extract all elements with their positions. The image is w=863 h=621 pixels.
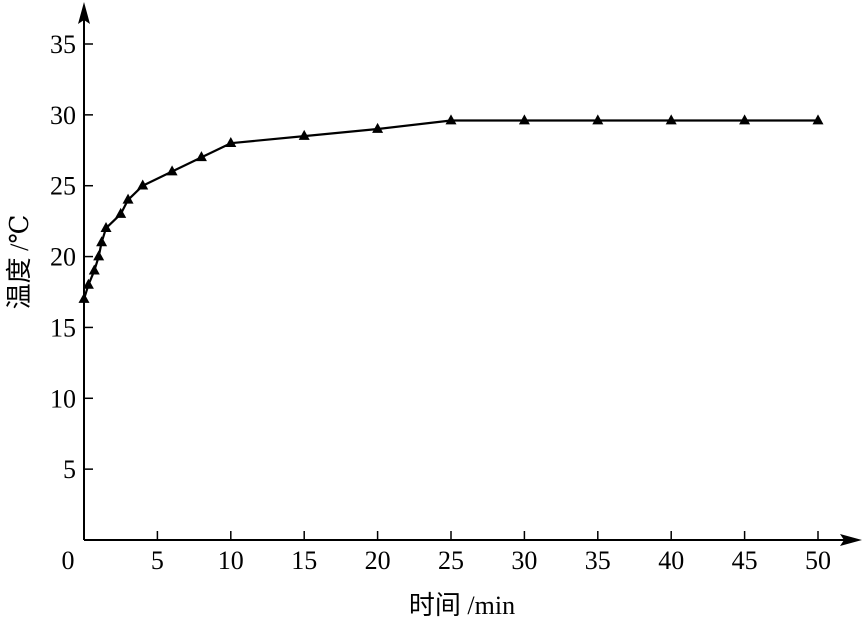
x-tick-label: 5 bbox=[151, 546, 164, 575]
x-axis-arrow-icon bbox=[840, 534, 862, 546]
x-tick-label: 10 bbox=[218, 546, 244, 575]
data-point-triangle bbox=[115, 207, 127, 218]
x-tick-label: 15 bbox=[291, 546, 317, 575]
data-point-triangle bbox=[166, 165, 178, 176]
axes bbox=[78, 2, 862, 546]
y-tick-label: 5 bbox=[63, 455, 76, 484]
y-ticks: 5 10 15 20 25 30 35 bbox=[50, 30, 93, 484]
y-tick-label: 10 bbox=[50, 384, 76, 413]
data-point-triangle bbox=[100, 222, 112, 233]
x-tick-label: 20 bbox=[365, 546, 391, 575]
data-point-triangle bbox=[665, 114, 677, 125]
y-tick-label: 15 bbox=[50, 313, 76, 342]
data-point-triangle bbox=[812, 114, 824, 125]
x-tick-label: 30 bbox=[511, 546, 537, 575]
data-point-triangle bbox=[82, 278, 94, 289]
data-point-triangle bbox=[298, 129, 310, 140]
x-tick-label: 40 bbox=[658, 546, 684, 575]
y-tick-label: 20 bbox=[50, 243, 76, 272]
data-point-triangle bbox=[78, 292, 90, 303]
x-tick-label: 50 bbox=[805, 546, 831, 575]
x-tick-label: 0 bbox=[62, 546, 75, 575]
x-ticks: 0 5 10 15 20 25 30 35 40 45 50 bbox=[62, 531, 831, 575]
y-axis-arrow-icon bbox=[78, 2, 90, 24]
data-point-triangle bbox=[122, 193, 134, 204]
data-point-triangle bbox=[518, 114, 530, 125]
x-tick-label: 45 bbox=[732, 546, 758, 575]
y-tick-label: 25 bbox=[50, 172, 76, 201]
data-point-triangle bbox=[96, 236, 108, 247]
series-line bbox=[82, 119, 818, 300]
x-tick-label: 25 bbox=[438, 546, 464, 575]
data-point-triangle bbox=[195, 151, 207, 162]
data-point-triangle bbox=[372, 122, 384, 133]
y-tick-label: 30 bbox=[50, 101, 76, 130]
data-point-triangle bbox=[445, 114, 457, 125]
data-point-triangle bbox=[137, 179, 149, 190]
y-tick-label: 35 bbox=[50, 30, 76, 59]
x-tick-label: 35 bbox=[585, 546, 611, 575]
series-layer bbox=[78, 114, 824, 303]
data-point-triangle bbox=[739, 114, 751, 125]
x-axis-title: 时间 /min bbox=[409, 591, 515, 620]
data-point-triangle bbox=[88, 264, 100, 275]
data-point-triangle bbox=[592, 114, 604, 125]
data-point-triangle bbox=[225, 137, 237, 147]
y-axis-title: 温度 /℃ bbox=[5, 215, 34, 310]
data-point-triangle bbox=[93, 250, 105, 261]
